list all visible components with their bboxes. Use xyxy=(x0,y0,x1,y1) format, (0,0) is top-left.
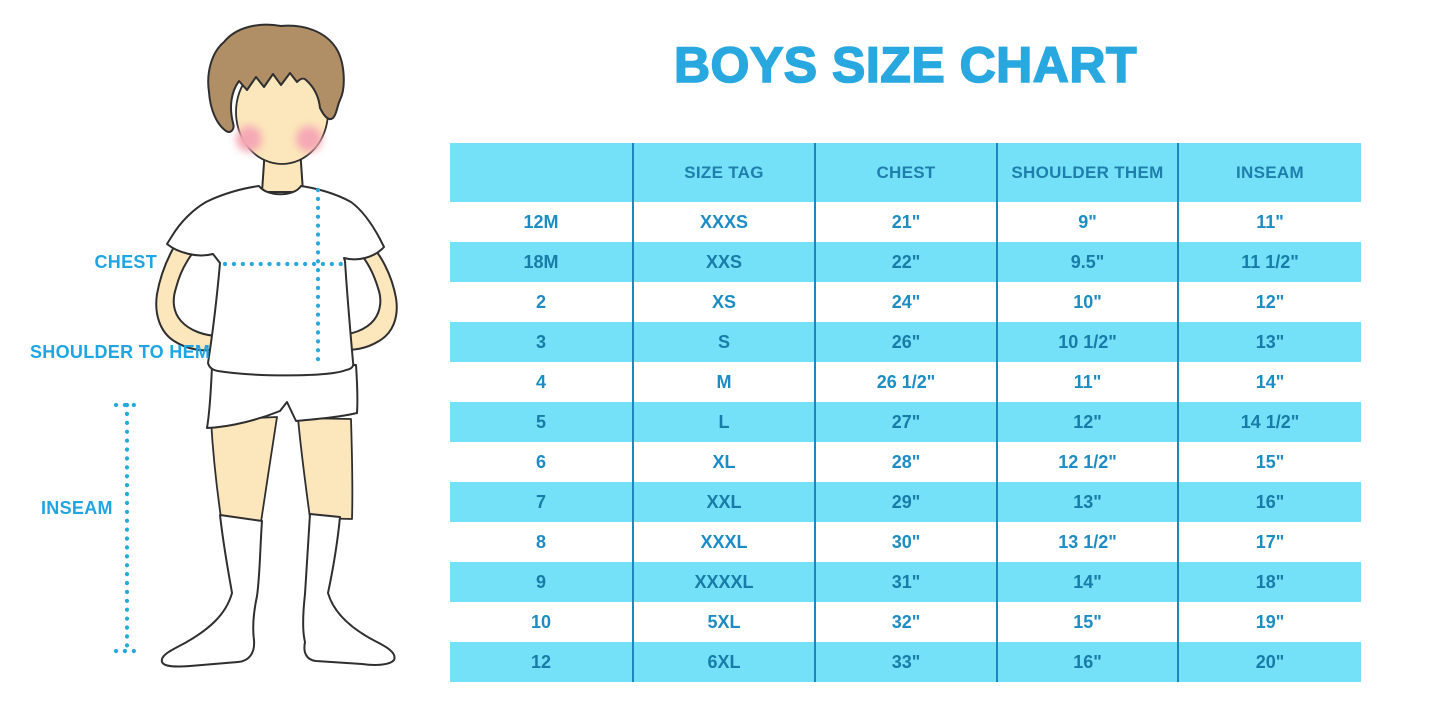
left-thigh xyxy=(210,416,278,523)
table-cell: 3 xyxy=(450,322,633,362)
table-row: 18M XXS 22" 9.5" 11 1/2" xyxy=(450,242,1361,282)
table-cell: 5XL xyxy=(632,602,815,642)
table-row: 10 5XL 32" 15" 19" xyxy=(450,602,1361,642)
table-cell: 32" xyxy=(814,602,997,642)
column-header-shoulder-hem: SHOULDER THEM xyxy=(996,143,1178,202)
table-cell: 16" xyxy=(996,642,1178,682)
table-cell: 13" xyxy=(996,482,1178,522)
column-header-inseam: INSEAM xyxy=(1177,143,1361,202)
table-cell: 9" xyxy=(996,202,1178,242)
table-cell: XXS xyxy=(632,242,815,282)
shoulder-to-hem-label: SHOULDER TO HEM xyxy=(30,342,211,362)
table-cell: XXXS xyxy=(632,202,815,242)
table-cell: 27" xyxy=(814,402,997,442)
table-cell: 11 1/2" xyxy=(1177,242,1361,282)
table-cell: 26" xyxy=(814,322,997,362)
table-cell: 17" xyxy=(1177,522,1361,562)
shorts xyxy=(206,364,359,429)
table-cell: 16" xyxy=(1177,482,1361,522)
table-cell: XXXL xyxy=(632,522,815,562)
table-cell: XL xyxy=(632,442,815,482)
table-cell: 9 xyxy=(450,562,633,602)
table-cell: 5 xyxy=(450,402,633,442)
chest-label: CHEST xyxy=(94,252,157,272)
t-shirt xyxy=(166,185,385,377)
table-cell: 26 1/2" xyxy=(814,362,997,402)
table-cell: 12" xyxy=(996,402,1178,442)
table-cell: 12" xyxy=(1177,282,1361,322)
table-cell: 31" xyxy=(814,562,997,602)
right-thigh xyxy=(297,417,354,520)
table-row: 3 S 26" 10 1/2" 13" xyxy=(450,322,1361,362)
table-cell: 9.5" xyxy=(996,242,1178,282)
right-sock xyxy=(302,513,396,666)
table-cell: 20" xyxy=(1177,642,1361,682)
table-row: 7 XXL 29" 13" 16" xyxy=(450,482,1361,522)
table-row: 12 6XL 33" 16" 20" xyxy=(450,642,1361,682)
table-cell: 8 xyxy=(535,531,546,552)
left-cheek xyxy=(236,126,262,152)
table-cell: 6XL xyxy=(632,642,815,682)
table-cell: 10 1/2" xyxy=(996,322,1178,362)
table-cell: 14 1/2" xyxy=(1177,402,1361,442)
table-row: 9 XXXXL 31" 14" 18" xyxy=(450,562,1361,602)
table-row: 4 M 26 1/2" 11" 14" xyxy=(450,362,1361,402)
table-cell: 13" xyxy=(1177,322,1361,362)
table-cell: 10 xyxy=(530,611,552,632)
table-row: 2 XS 24" 10" 12" xyxy=(450,282,1361,322)
table-cell: 2 xyxy=(535,291,546,312)
table-body: 12M XXXS 21" 9" 11" 18M XXS 22" 9.5" 11 1/2" 2 XS 24… xyxy=(450,202,1361,682)
boy-figure-illustration xyxy=(113,23,398,668)
table-cell: 7 xyxy=(450,482,633,522)
left-sock xyxy=(160,514,263,668)
table-cell: 22" xyxy=(814,242,997,282)
table-cell: XXL xyxy=(632,482,815,522)
table-cell: 14" xyxy=(996,562,1178,602)
table-cell: 15" xyxy=(1177,442,1361,482)
table-cell: 30" xyxy=(814,522,997,562)
table-cell: 12 xyxy=(450,642,633,682)
table-header-row: SIZE TAG CHEST SHOULDER THEM INSEAM xyxy=(450,143,1361,202)
table-cell: 4 xyxy=(535,371,546,392)
column-header-size-tag: SIZE TAG xyxy=(632,143,815,202)
table-cell: 18M xyxy=(450,242,633,282)
table-cell: 33" xyxy=(814,642,997,682)
page-title: BOYS SIZE CHART xyxy=(673,36,1138,94)
table-cell: 11" xyxy=(996,362,1178,402)
table-cell: M xyxy=(632,362,815,402)
table-row: 6 XL 28" 12 1/2" 15" xyxy=(450,442,1361,482)
table-cell: L xyxy=(632,402,815,442)
table-cell: 6 xyxy=(535,451,546,472)
column-header-chest: CHEST xyxy=(814,143,997,202)
table-cell: 28" xyxy=(814,442,997,482)
table-cell: 29" xyxy=(814,482,997,522)
table-cell: 12M xyxy=(523,211,559,232)
table-cell: 11" xyxy=(1177,202,1361,242)
table-cell: 15" xyxy=(996,602,1178,642)
table-cell: 21" xyxy=(814,202,997,242)
table-row: 12M XXXS 21" 9" 11" xyxy=(450,202,1361,242)
table-row: 5 L 27" 12" 14 1/2" xyxy=(450,402,1361,442)
table-cell: 12 1/2" xyxy=(996,442,1178,482)
table-cell: 19" xyxy=(1177,602,1361,642)
table-cell: 14" xyxy=(1177,362,1361,402)
table-cell: 18" xyxy=(1177,562,1361,602)
size-table: SIZE TAG CHEST SHOULDER THEM INSEAM 12M X… xyxy=(450,143,1361,682)
table-cell: 10" xyxy=(996,282,1178,322)
inseam-label: INSEAM xyxy=(41,498,113,518)
table-cell: XXXXL xyxy=(632,562,815,602)
table-cell: 24" xyxy=(814,282,997,322)
hair xyxy=(207,23,345,133)
column-header-size xyxy=(450,143,633,202)
table-cell: XS xyxy=(632,282,815,322)
table-row: 8 XXXL 30" 13 1/2" 17" xyxy=(450,522,1361,562)
table-cell: 13 1/2" xyxy=(996,522,1178,562)
right-cheek xyxy=(296,126,322,152)
table-cell: S xyxy=(632,322,815,362)
